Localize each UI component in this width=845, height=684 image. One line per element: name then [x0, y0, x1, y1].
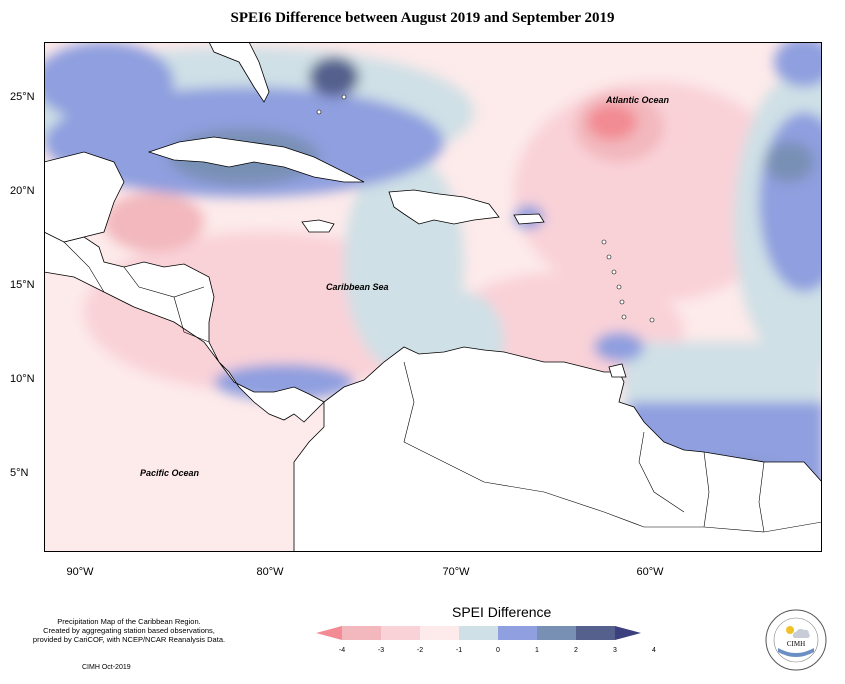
atlantic-label: Atlantic Ocean: [605, 95, 670, 105]
island-4: [616, 284, 622, 290]
lat-label-20: 20°N: [10, 185, 35, 197]
border-honduras: [123, 266, 205, 298]
legend-title: SPEI Difference: [452, 604, 552, 620]
legend-tick-label: -1: [456, 647, 462, 654]
credit-line-3: provided by CariCOF, with NCEP/NCAR Rean…: [32, 635, 226, 644]
caribbean-label: Caribbean Sea: [326, 282, 389, 292]
land-south-america: [293, 346, 822, 552]
land-trinidad: [608, 363, 627, 378]
blue-zone-gulf: [44, 42, 174, 122]
land-puerto-rico: [513, 213, 545, 225]
legend-swatch: [576, 626, 615, 640]
land-cuba: [147, 136, 365, 183]
legend-swatch: [537, 626, 576, 640]
cloud-icon: [792, 628, 810, 638]
credit-date: CIMH Oct-2019: [82, 664, 131, 671]
legend-swatch: [420, 626, 459, 640]
border-guyana-suriname: [703, 451, 710, 528]
legend-swatch: [498, 626, 537, 640]
legend-tick-label: -4: [339, 647, 345, 654]
border-suriname-fguiana: [758, 461, 765, 533]
island-8: [341, 94, 347, 100]
land-hispaniola: [388, 189, 500, 225]
lat-label-25: 25°N: [10, 91, 35, 103]
legend-arrow-left: [316, 626, 342, 640]
legend-tick-label: 4: [652, 647, 656, 654]
legend-tick-label: -2: [417, 647, 423, 654]
lon-label-70: 70°W: [442, 566, 470, 578]
lon-label-60: 60°W: [636, 566, 664, 578]
lon-label-90: 90°W: [66, 566, 94, 578]
credit-text: Precipitation Map of the Caribbean Regio…: [14, 617, 244, 644]
island-3: [611, 269, 617, 275]
legend-tick-label: 2: [574, 647, 578, 654]
island-9: [316, 109, 322, 115]
legend-swatch: [342, 626, 381, 640]
lat-label-10: 10°N: [10, 373, 35, 385]
legend-tick-label: 0: [496, 647, 500, 654]
sun-icon: [786, 626, 794, 634]
island-1: [601, 239, 607, 245]
spei-map: Atlantic Ocean Caribbean Sea Pacific Oce…: [44, 42, 822, 552]
credit-line-2: Created by aggregating station based obs…: [43, 626, 215, 635]
dark-zone-east-atlantic: [764, 142, 814, 182]
island-5: [619, 299, 625, 305]
blue-zone-northeast: [774, 42, 822, 87]
border-colombia-venezuela: [403, 361, 485, 483]
pacific-label: Pacific Ocean: [140, 468, 200, 478]
lat-label-15: 15°N: [10, 279, 35, 291]
map-frame: [44, 42, 822, 552]
land-jamaica: [301, 219, 335, 233]
border-venezuela-guyana: [638, 431, 685, 513]
legend-tick-label: -3: [378, 647, 384, 654]
border-brazil: [483, 481, 822, 533]
island-7: [649, 317, 655, 323]
legend-swatch: [459, 626, 498, 640]
lat-label-5: 5°N: [10, 467, 29, 479]
dark-zone-bahamas: [309, 57, 359, 97]
border-nicaragua: [173, 296, 210, 343]
lon-label-80: 80°W: [256, 566, 284, 578]
red-zone-honduras: [104, 192, 204, 252]
legend-tick-label: 3: [613, 647, 617, 654]
color-legend: -4 -3 -2 -1 0 1 2 3 4: [316, 626, 656, 654]
blue-spot-trinidad: [594, 332, 644, 362]
cimh-logo: CIMH: [765, 609, 827, 671]
land-yucatan: [44, 151, 125, 243]
red-zone-atlantic-core: [587, 104, 637, 140]
border-guatemala: [63, 241, 105, 293]
logo-text: CIMH: [787, 640, 805, 648]
island-2: [606, 254, 612, 260]
map-title: SPEI6 Difference between August 2019 and…: [230, 10, 615, 26]
legend-arrow-right: [615, 626, 641, 640]
legend-swatch: [381, 626, 420, 640]
land-florida: [208, 42, 270, 103]
island-6: [621, 314, 627, 320]
legend-tick-label: 1: [535, 647, 539, 654]
credit-line-1: Precipitation Map of the Caribbean Regio…: [57, 617, 201, 626]
